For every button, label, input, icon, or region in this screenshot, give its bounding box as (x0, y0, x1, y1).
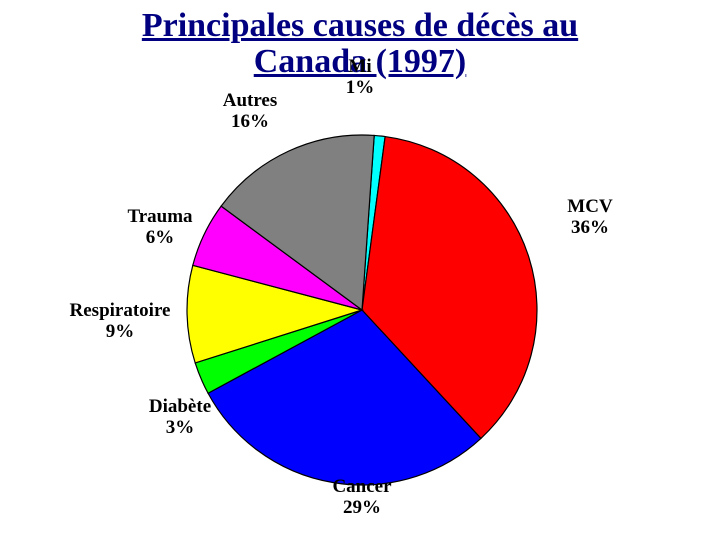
slice-label-value: 29% (332, 498, 391, 519)
slice-label-value: 3% (149, 418, 211, 439)
slice-label-name: Respiratoire (70, 301, 171, 322)
slice-label-name: Autres (223, 91, 278, 112)
chart-container: Principales causes de décès au Canada (1… (0, 0, 720, 540)
slice-label-name: Mi (346, 57, 375, 78)
slice-label-name: Diabète (149, 397, 211, 418)
slice-label-cancer: Cancer29% (332, 477, 391, 519)
slice-label-name: Cancer (332, 477, 391, 498)
slice-label-name: Trauma (127, 207, 192, 228)
slice-label-value: 36% (567, 218, 612, 239)
slice-label-respiratoire: Respiratoire9% (70, 301, 171, 343)
slice-label-value: 6% (127, 228, 192, 249)
slice-label-name: MCV (567, 197, 612, 218)
slice-label-value: 1% (346, 78, 375, 99)
slice-label-diabète: Diabète3% (149, 397, 211, 439)
slice-label-value: 9% (70, 322, 171, 343)
slice-label-mcv: MCV36% (567, 197, 612, 239)
slice-label-autres: Autres16% (223, 91, 278, 133)
slice-label-value: 16% (223, 112, 278, 133)
slice-label-mi: Mi1% (346, 57, 375, 99)
slice-label-trauma: Trauma6% (127, 207, 192, 249)
